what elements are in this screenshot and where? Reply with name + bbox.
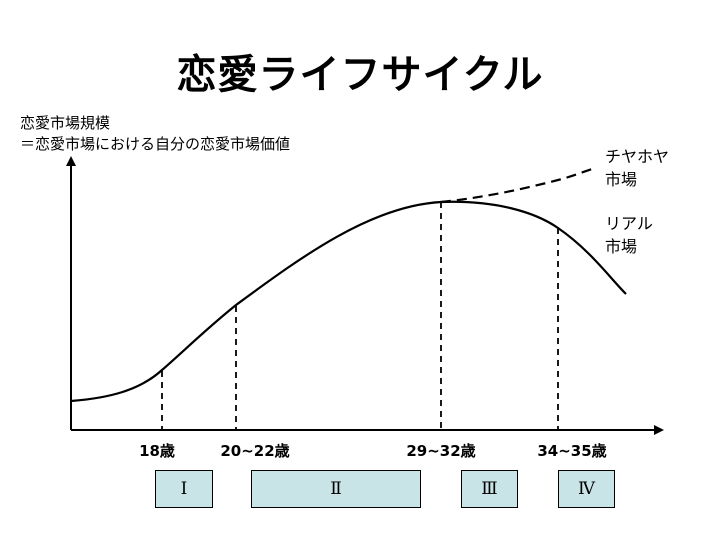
real-label-line1: リアル [605, 214, 653, 233]
chayahoya-market-label: チヤホヤ 市場 [605, 145, 669, 191]
phase-box-2: Ⅱ [251, 470, 421, 508]
age-label-34-35: 34~35歳 [537, 442, 607, 460]
y-axis-label: 恋愛市場規模 ＝恋愛市場における自分の恋愛市場価値 [20, 113, 290, 155]
age-label-20-22: 20~22歳 [220, 442, 290, 460]
age-label-18: 18歳 [139, 442, 175, 460]
age-label-29-32: 29~32歳 [406, 442, 476, 460]
page-title: 恋愛ライフサイクル [176, 52, 544, 98]
chayahoya-market-curve [440, 167, 593, 204]
real-market-label: リアル 市場 [605, 212, 653, 258]
phase-box-3: Ⅲ [461, 470, 518, 508]
y-axis-label-line2: ＝恋愛市場における自分の恋愛市場価値 [20, 135, 291, 153]
real-label-line2: 市場 [605, 237, 638, 256]
chayahoya-label-line1: チヤホヤ [605, 147, 670, 166]
chayahoya-label-line2: 市場 [605, 170, 638, 189]
phase-box-4: Ⅳ [558, 470, 615, 508]
real-market-curve [70, 200, 627, 403]
y-axis-label-line1: 恋愛市場規模 [20, 114, 111, 132]
phase-box-1: Ⅰ [155, 470, 213, 508]
